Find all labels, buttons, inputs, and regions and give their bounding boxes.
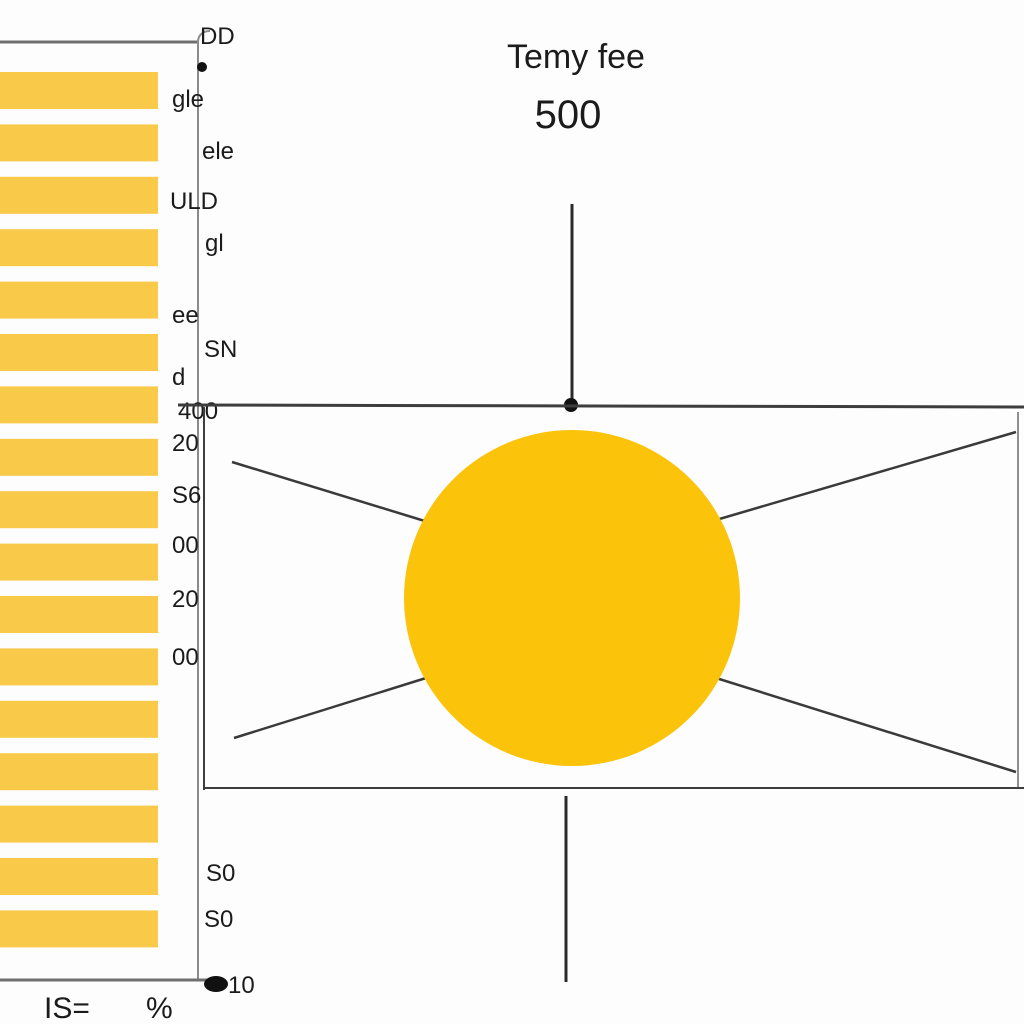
bar-panel-corner [197,30,211,43]
tick-label-14: 00 [172,644,199,671]
bottom-label-right: % [146,992,173,1024]
bar-panel-frame [0,30,211,982]
ray-lower-right [715,676,1017,774]
bar-15 [0,805,158,843]
bar-10 [0,543,158,581]
tick-label-2: gle [172,86,204,113]
bar-2 [0,124,158,162]
chart-title: Temy fee [507,38,645,76]
panel-top-border [177,403,1024,409]
bar-1 [0,72,158,109]
tick-label-8: d [172,364,185,391]
tick-label-9: 400 [178,398,218,425]
bar-8 [0,438,158,476]
bottom-anchor-dot [204,976,228,992]
ray-upper-right [715,430,1017,522]
bar-13 [0,700,158,738]
bar-4 [0,229,158,267]
bar-14 [0,753,158,791]
sun-circle [404,430,740,766]
bar-17 [0,910,158,948]
bar-3 [0,176,158,214]
tick-label-3: ele [202,138,234,165]
tick-label-6: ee [172,302,199,329]
bar-7 [0,386,158,424]
tick-label-1: DD [200,23,235,50]
tick-label-18: S0 [204,906,233,933]
bar-12 [0,648,158,686]
tick-label-4: ULD [170,188,218,215]
bar-9 [0,491,158,529]
bar-series [0,72,158,948]
bar-11 [0,596,158,633]
top-anchor-dot [197,62,207,72]
bottom-label-left: IS= [44,992,90,1024]
tick-label-10: 20 [172,430,199,457]
tick-label-13: 20 [172,586,199,613]
bar-6 [0,334,158,371]
tick-label-17: S0 [206,860,235,887]
tick-label-7: SN [204,336,237,363]
bar-5 [0,281,158,319]
tick-label-12: 00 [172,532,199,559]
chart-subtitle: 500 [535,93,602,137]
sun-panel [177,204,1024,982]
ray-lower-left [233,676,427,740]
ray-upper-left [231,460,429,524]
tick-label-5: gl [205,230,224,257]
tick-label-19: 10 [228,972,255,999]
tick-label-11: S6 [172,482,201,509]
bar-16 [0,858,158,895]
